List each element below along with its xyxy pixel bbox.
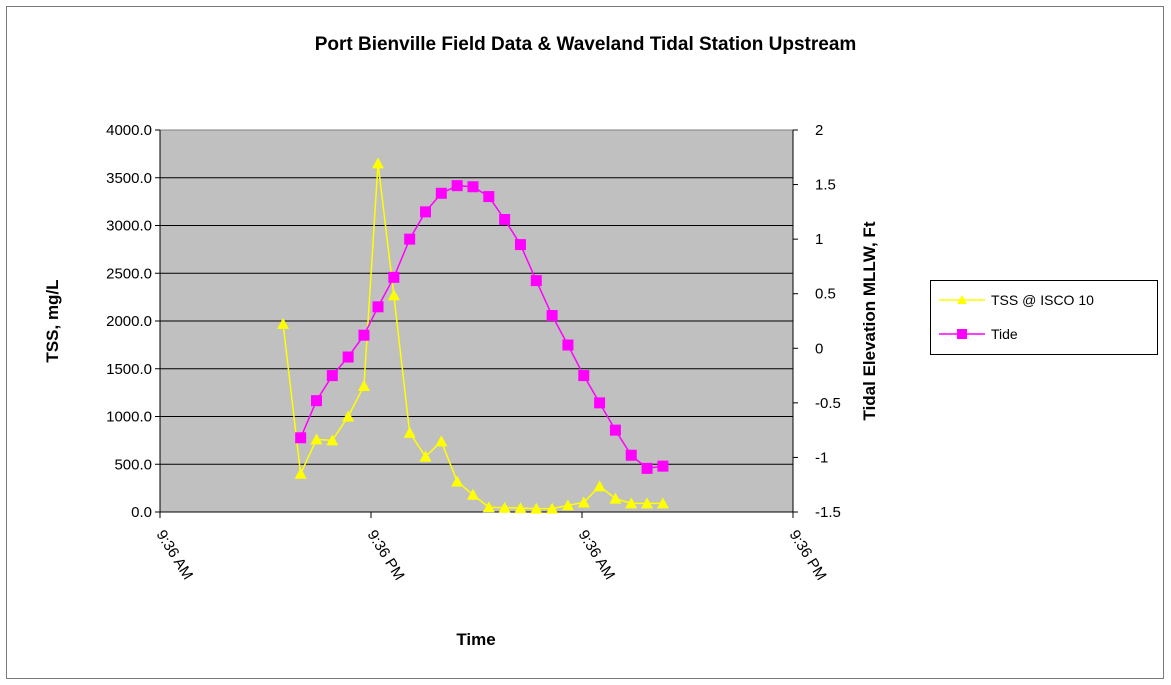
tide-point (326, 370, 338, 382)
tide-point (483, 191, 495, 203)
x-tick-label: 9:36 PM (364, 527, 408, 583)
legend-swatch-tss (939, 295, 985, 304)
tss-point (435, 435, 448, 447)
tss-point (656, 497, 669, 509)
tss-point (357, 379, 370, 391)
tss-point (419, 450, 432, 462)
tss-point (641, 497, 654, 509)
tide-point (657, 460, 669, 472)
x-tick-label: 9:36 AM (575, 527, 619, 583)
y-tick-label: 1500.0 (106, 361, 152, 378)
y-tick-label: 500.0 (114, 456, 152, 473)
y-tick-label: 0.0 (131, 504, 152, 521)
tide-point (546, 310, 558, 322)
y2-tick-label: 1.5 (815, 177, 836, 194)
y2-tick-label: 0.5 (815, 286, 836, 303)
tide-point (372, 301, 384, 313)
tss-point (326, 434, 339, 446)
tss-point (577, 496, 590, 508)
legend-item-tss: TSS @ ISCO 10 (931, 290, 1157, 310)
y-tick-label: 3500.0 (106, 170, 152, 187)
tss-point (403, 426, 416, 438)
tide-point (420, 206, 432, 218)
y2-axis-title: Tidal Elevation MLLW, Ft (860, 221, 879, 420)
legend: TSS @ ISCO 10 Tide (930, 280, 1158, 355)
tide-point (358, 329, 370, 341)
y-tick-label: 4000.0 (106, 122, 152, 139)
tss-point (498, 501, 511, 513)
tss-point (546, 502, 559, 514)
tide-point (467, 181, 479, 193)
y-tick-label: 1000.0 (106, 409, 152, 426)
y2-tick-label: 1 (815, 231, 823, 248)
tss-point (482, 501, 495, 513)
chart-title: Port Bienville Field Data & Waveland Tid… (314, 34, 857, 55)
tss-point (277, 317, 290, 329)
tide-point (404, 233, 416, 245)
tide-point (514, 239, 526, 251)
tss-point (609, 492, 622, 504)
tss-point (625, 497, 638, 509)
tide-point (310, 395, 322, 407)
tide-point (530, 275, 542, 287)
y2-tick-label: -1.5 (815, 504, 841, 521)
y-tick-label: 2500.0 (106, 265, 152, 282)
x-tick-label: 9:36 AM (153, 527, 197, 583)
tide-point (295, 432, 307, 444)
tss-point (561, 499, 574, 511)
tide-point (451, 180, 463, 192)
y-axis-title: TSS, mg/L (43, 279, 62, 362)
tide-point (342, 351, 354, 363)
y2-tick-label: -0.5 (815, 395, 841, 412)
tss-point (310, 433, 323, 445)
tide-point (388, 271, 400, 283)
tide-point (625, 449, 637, 461)
legend-label-tss: TSS @ ISCO 10 (991, 292, 1094, 308)
tide-point (499, 213, 511, 225)
tide-point (641, 462, 653, 474)
tss-point (387, 289, 400, 301)
legend-item-tide: Tide (931, 324, 1157, 344)
tide-point (578, 370, 590, 382)
x-axis-title: Time (456, 630, 495, 649)
y2-tick-label: -1 (815, 449, 828, 466)
tide-point (562, 339, 574, 351)
tss-point (342, 410, 355, 422)
tss-point (451, 475, 464, 487)
y-tick-label: 2000.0 (106, 313, 152, 330)
legend-swatch-tide (939, 329, 985, 339)
y2-tick-label: 0 (815, 340, 823, 357)
tss-point (372, 157, 385, 169)
tide-point (594, 397, 606, 409)
tide-point (435, 187, 447, 199)
tss-point (514, 502, 527, 514)
y2-tick-label: 2 (815, 122, 823, 139)
tss-point (294, 467, 307, 479)
x-tick-label: 9:36 PM (786, 527, 830, 583)
tss-point (530, 502, 543, 514)
tide-point (609, 424, 621, 436)
y-tick-label: 3000.0 (106, 218, 152, 235)
tss-point (466, 488, 479, 500)
legend-label-tide: Tide (991, 326, 1018, 342)
tss-point (593, 480, 606, 492)
